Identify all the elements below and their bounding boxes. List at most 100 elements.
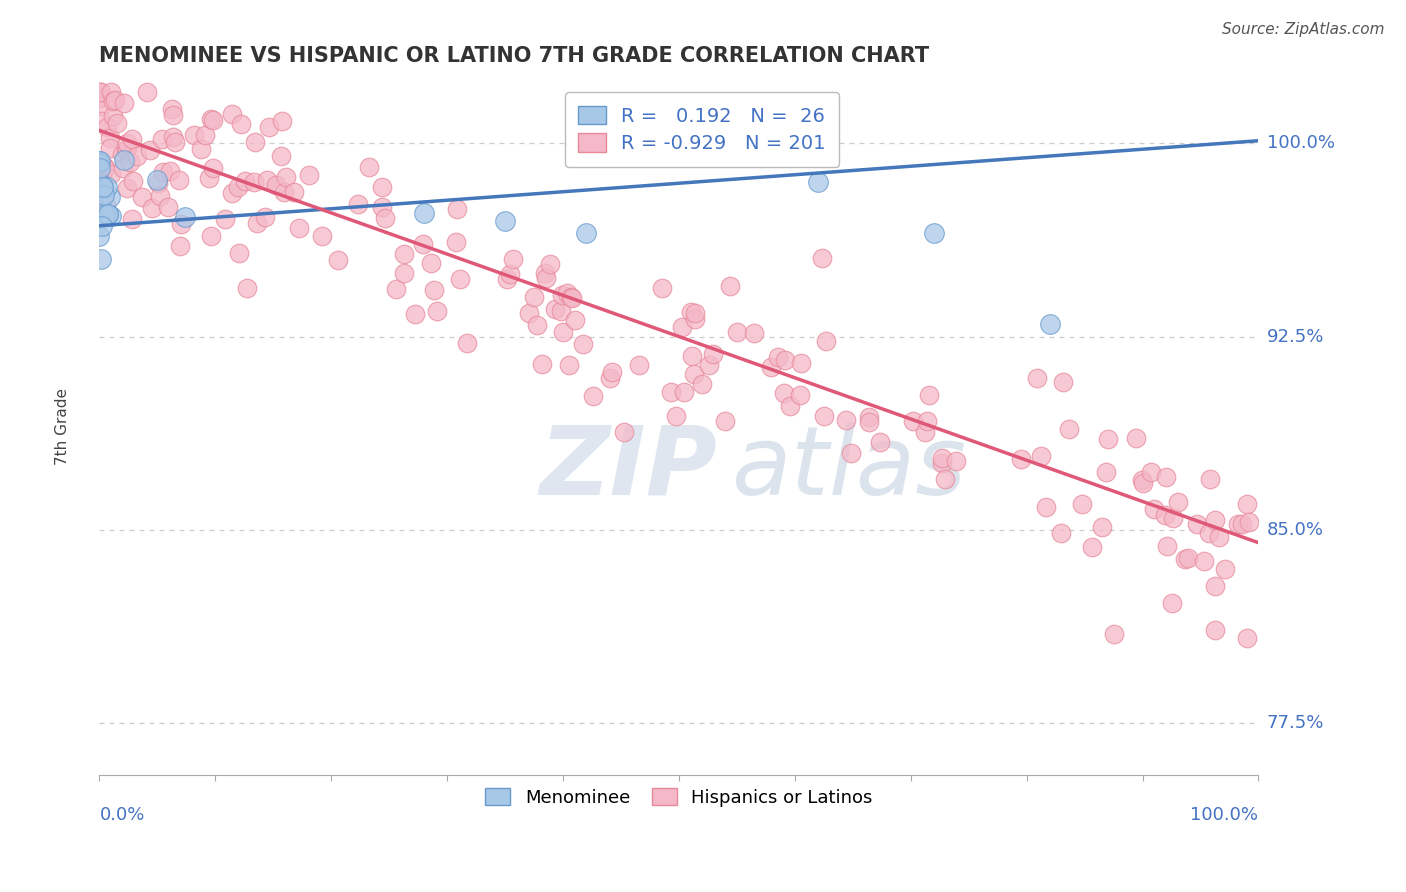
Point [89,229,111,244]
Point [692,377,714,392]
Point [789,388,811,402]
Point [98,141,121,155]
Point [914,425,936,440]
Point [813,409,835,423]
Point [139,143,162,157]
Point [561,291,583,305]
Point [193,128,215,143]
Point [683,367,706,381]
Point [246,216,269,230]
Point [93,159,115,173]
Point [517,306,540,320]
Point [564,313,586,327]
Point [122,174,145,188]
Point [264,178,287,192]
Point [1226,517,1249,532]
Text: atlas: atlas [731,422,966,515]
Point [100,210,122,224]
Point [420,256,443,270]
Point [572,336,595,351]
Point [858,409,880,424]
Point [681,349,703,363]
Point [531,357,554,371]
Point [1097,432,1119,446]
Point [679,305,702,319]
Point [412,237,434,252]
Point [89,154,111,169]
Point [555,286,578,301]
Point [1125,431,1147,445]
Text: Source: ZipAtlas.com: Source: ZipAtlas.com [1222,22,1385,37]
Point [714,414,737,428]
Point [163,135,186,149]
Point [326,252,349,267]
Point [273,185,295,199]
Point [858,415,880,429]
Point [150,132,173,146]
Point [779,399,801,413]
Point [270,149,292,163]
Point [159,163,181,178]
Point [1102,627,1125,641]
Point [444,235,467,249]
Point [773,353,796,368]
Point [374,211,396,225]
Point [174,210,197,224]
Point [725,325,748,339]
Point [100,167,122,181]
Point [94,198,117,212]
Point [671,319,693,334]
Point [1199,472,1222,486]
Point [160,102,183,116]
Point [148,176,170,190]
Text: 77.5%: 77.5% [1267,714,1324,732]
Point [665,409,688,424]
Point [89,156,111,170]
Point [127,149,149,163]
Point [790,356,813,370]
Point [1192,553,1215,567]
Text: 85.0%: 85.0% [1267,521,1324,539]
Point [115,142,138,156]
Point [835,413,858,427]
Point [283,186,305,200]
Point [170,217,193,231]
Point [288,220,311,235]
Point [697,358,720,372]
Point [162,108,184,122]
Point [558,358,581,372]
Point [221,186,243,201]
Point [89,154,111,169]
Point [190,143,212,157]
Point [96,180,118,194]
Point [814,334,837,349]
Point [183,128,205,143]
Point [115,143,138,157]
Point [1095,465,1118,479]
Point [550,304,572,318]
Point [167,172,190,186]
Point [1010,452,1032,467]
Point [807,175,830,189]
Point [236,281,259,295]
Point [392,247,415,261]
Text: 7th Grade: 7th Grade [55,388,70,466]
Point [1091,520,1114,534]
Text: 100.0%: 100.0% [1267,135,1334,153]
Point [673,385,696,400]
Point [773,386,796,401]
Point [1035,500,1057,515]
Point [1204,513,1226,527]
Point [115,181,138,195]
Point [152,165,174,179]
Point [111,147,134,161]
Point [1081,540,1104,554]
Point [945,454,967,468]
Point [581,389,603,403]
Point [89,91,111,105]
Point [214,211,236,226]
Point [311,229,333,244]
Point [245,135,267,149]
Point [742,326,765,341]
Point [243,175,266,189]
